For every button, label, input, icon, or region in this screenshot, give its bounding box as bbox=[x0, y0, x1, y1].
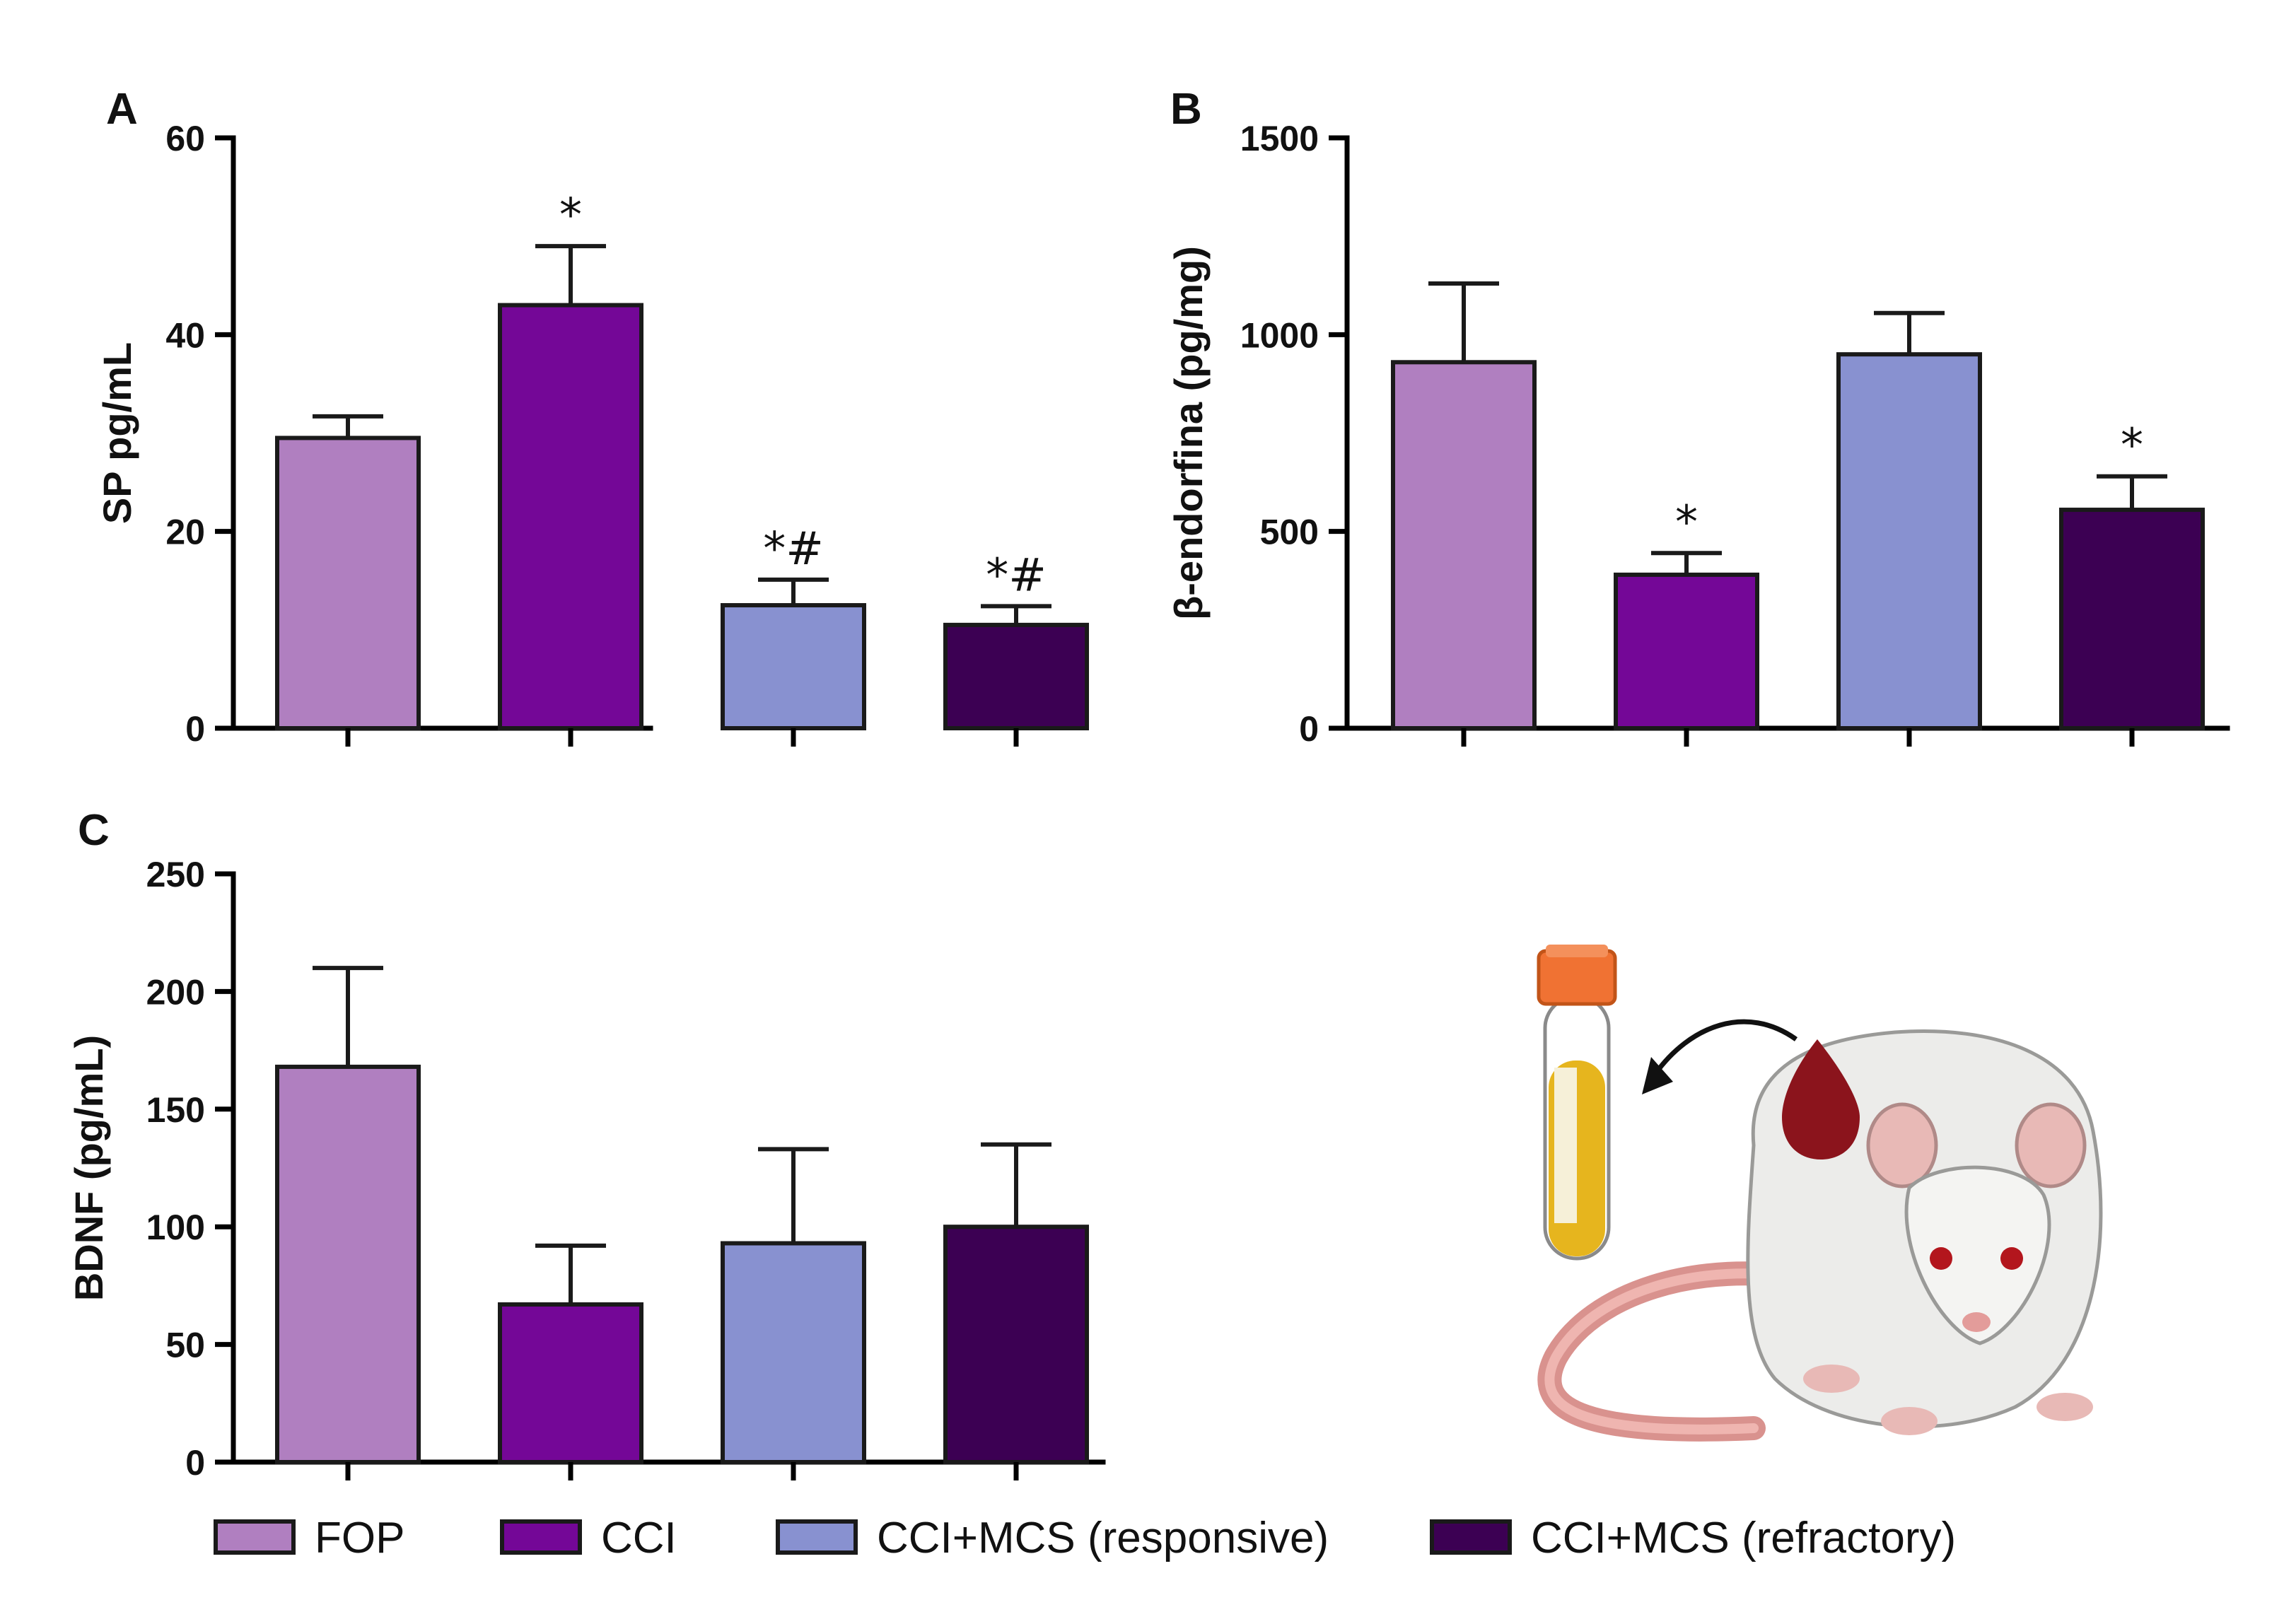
legend-label-3: CCI+MCS (refractory) bbox=[1531, 1514, 1956, 1562]
legend-label-0: FOP bbox=[315, 1514, 404, 1562]
rat-left-ear bbox=[1866, 1102, 1938, 1188]
panel-a-y-axis-label: SP pg/mL bbox=[95, 342, 139, 524]
panel-a-chart: A 0 20 40 60 SP pg/mL * *# *# bbox=[95, 85, 1089, 749]
rat-back-paw bbox=[2037, 1393, 2093, 1421]
panel-c-letter: C bbox=[78, 806, 110, 855]
rat-blood-sample-illustration bbox=[1537, 945, 2103, 1442]
panel-a-y-tick-label: 0 bbox=[185, 709, 205, 749]
panel-b-significance-3: * bbox=[2121, 420, 2143, 472]
legend: FOP CCI CCI+MCS (responsive) CCI+MCS (refra… bbox=[214, 1514, 1956, 1562]
panel-c-bar-2 bbox=[721, 1241, 866, 1464]
panel-b-y-tick-label: 500 bbox=[1260, 513, 1319, 552]
legend-swatch-3 bbox=[1430, 1519, 1512, 1555]
panel-b-y-tick-label: 0 bbox=[1299, 709, 1319, 749]
rat-right-eye bbox=[2000, 1247, 2023, 1270]
panel-c-bar-0 bbox=[275, 1064, 421, 1464]
rat-right-ear bbox=[2015, 1102, 2087, 1188]
panel-a-significance-3: *# bbox=[986, 549, 1047, 602]
rat-front-paw-left bbox=[1803, 1365, 1860, 1393]
rat-left-eye bbox=[1930, 1247, 1952, 1270]
panel-b-letter: B bbox=[1170, 85, 1202, 134]
panel-c-bar-3 bbox=[943, 1225, 1089, 1464]
legend-label-2: CCI+MCS (responsive) bbox=[877, 1514, 1329, 1562]
panel-c-y-tick-label: 250 bbox=[146, 855, 205, 894]
panel-b-y-tick-label: 1500 bbox=[1240, 119, 1319, 158]
panel-a-bar-0 bbox=[275, 436, 421, 730]
panel-a-bar-2 bbox=[721, 603, 866, 731]
panel-c-y-tick-label: 100 bbox=[146, 1208, 205, 1247]
panel-c-y-tick-label: 150 bbox=[146, 1090, 205, 1130]
tube-cap-top bbox=[1546, 945, 1608, 957]
panel-a-y-tick-label: 60 bbox=[165, 119, 205, 158]
panel-b-bar-1 bbox=[1614, 572, 1759, 731]
panel-c-y-axis-label: BDNF (pg/mL) bbox=[66, 1035, 111, 1301]
legend-swatch-2 bbox=[776, 1519, 858, 1555]
rat-head bbox=[1904, 1165, 2051, 1345]
panel-a-y-tick-label: 20 bbox=[165, 513, 205, 552]
panel-c-y-tick-label: 0 bbox=[185, 1443, 205, 1483]
panel-a-y-tick-label: 40 bbox=[165, 315, 205, 355]
panel-b-bar-2 bbox=[1836, 352, 1982, 730]
rat-front-paw-right bbox=[1881, 1407, 1938, 1435]
panel-b-bar-0 bbox=[1391, 360, 1537, 730]
tube-cap bbox=[1537, 949, 1617, 1006]
blood-drop-icon bbox=[1782, 1039, 1860, 1159]
panel-c-chart: C 0 50 100 150 200 250 BDNF (pg/mL) bbox=[66, 806, 1106, 1483]
legend-label-1: CCI bbox=[601, 1514, 677, 1562]
curved-arrow-icon bbox=[1653, 1019, 1798, 1077]
panel-b-y-axis-label: β-endorfina (pg/mg) bbox=[1166, 246, 1211, 620]
panel-a-bar-3 bbox=[943, 622, 1089, 730]
panel-a-significance-2: *# bbox=[763, 523, 824, 576]
rat-tail-shade bbox=[1544, 1268, 1815, 1435]
panel-b-bar-3 bbox=[2059, 508, 2205, 730]
panel-b-y-tick-label: 1000 bbox=[1240, 315, 1319, 355]
panel-c-y-tick-label: 200 bbox=[146, 972, 205, 1012]
panel-c-y-tick-label: 50 bbox=[165, 1326, 205, 1365]
panel-a-letter: A bbox=[106, 85, 138, 134]
panel-b-chart: B 0 500 1000 1500 β-endorfina (pg/mg) * * bbox=[1166, 85, 2230, 749]
panel-a-significance-1: * bbox=[559, 189, 582, 242]
arrow-head-icon bbox=[1642, 1057, 1673, 1094]
rat-nose bbox=[1962, 1312, 1991, 1332]
tube-label bbox=[1554, 1068, 1577, 1223]
legend-swatch-0 bbox=[214, 1519, 296, 1555]
panel-a-bar-1 bbox=[498, 303, 643, 731]
panel-c-bar-1 bbox=[498, 1302, 643, 1465]
legend-swatch-1 bbox=[500, 1519, 582, 1555]
panel-b-significance-1: * bbox=[1675, 496, 1698, 549]
